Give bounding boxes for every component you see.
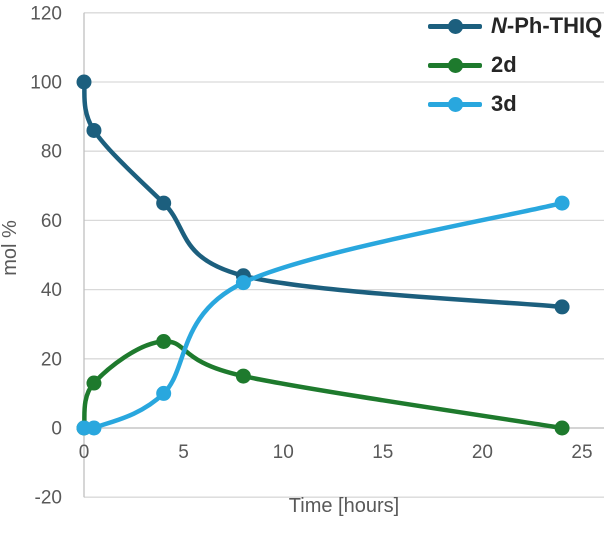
data-point-3d bbox=[86, 420, 102, 436]
x-axis-title: Time [hours] bbox=[288, 495, 400, 517]
y-tick-label: 60 bbox=[41, 211, 62, 232]
line-marker-icon bbox=[428, 56, 482, 74]
legend-label: 3d bbox=[491, 91, 517, 116]
legend-item-2d: 2d bbox=[428, 51, 602, 79]
line-marker-icon bbox=[428, 95, 482, 113]
x-tick-label: 20 bbox=[472, 442, 493, 463]
x-tick-label: 25 bbox=[571, 442, 592, 463]
x-tick-label: 0 bbox=[79, 442, 90, 463]
data-point-2d bbox=[156, 334, 172, 349]
series-curve-3d bbox=[81, 200, 565, 433]
legend: N-Ph-THIQ 2d 3d bbox=[428, 12, 602, 118]
legend-label: N-Ph-THIQ bbox=[491, 13, 603, 38]
y-tick-label: 100 bbox=[30, 73, 62, 94]
x-tick-label: 5 bbox=[178, 442, 189, 463]
y-tick-label: 80 bbox=[41, 142, 62, 163]
x-tick-label: 15 bbox=[372, 442, 393, 463]
data-point-3d bbox=[554, 195, 570, 211]
data-point-n-ph-thiq bbox=[86, 122, 102, 138]
data-point-2d bbox=[235, 368, 251, 384]
data-point-3d bbox=[156, 385, 172, 401]
data-point-2d bbox=[86, 375, 102, 391]
data-point-n-ph-thiq bbox=[554, 299, 570, 315]
data-point-n-ph-thiq bbox=[76, 74, 92, 90]
legend-label: 2d bbox=[491, 52, 517, 77]
y-axis-title: mol % bbox=[0, 220, 21, 276]
y-tick-label: -20 bbox=[35, 488, 62, 509]
y-tick-label: 20 bbox=[41, 349, 62, 370]
data-point-3d bbox=[235, 275, 251, 291]
line-marker-icon bbox=[428, 17, 482, 35]
y-tick-label: 0 bbox=[51, 419, 62, 440]
series-curve-2d bbox=[81, 339, 565, 431]
x-tick-label: 10 bbox=[273, 442, 294, 463]
y-tick-label: 120 bbox=[30, 3, 62, 24]
legend-item-3d: 3d bbox=[428, 90, 602, 118]
y-tick-label: 40 bbox=[41, 280, 62, 301]
data-point-2d bbox=[554, 420, 570, 436]
data-point-n-ph-thiq bbox=[156, 195, 172, 211]
legend-item-n-ph-thiq: N-Ph-THIQ bbox=[428, 12, 602, 40]
